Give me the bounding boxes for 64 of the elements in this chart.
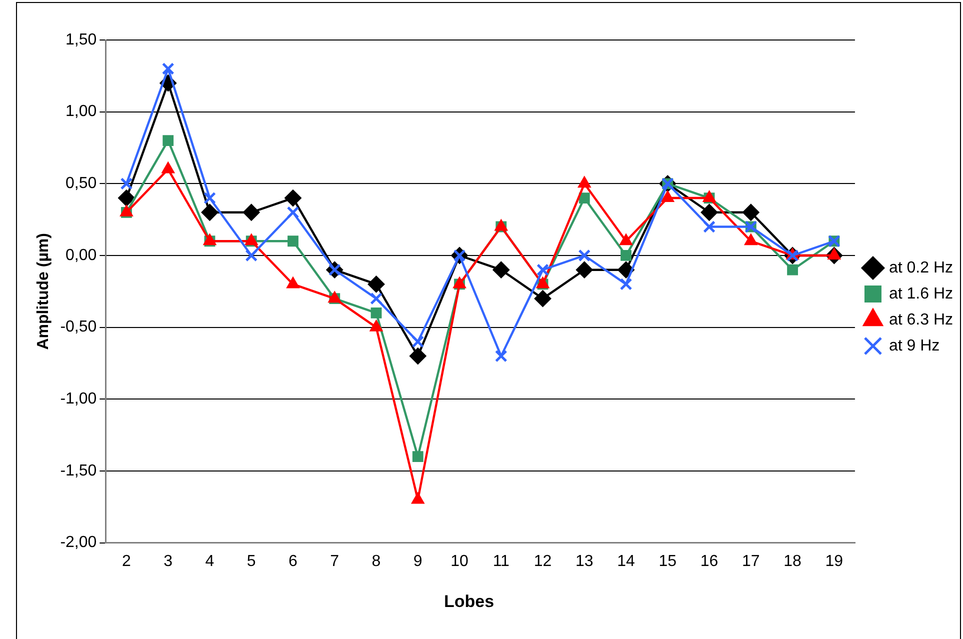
point xyxy=(578,249,591,262)
y-tick-label: 1,50 xyxy=(66,31,97,48)
point xyxy=(534,290,552,308)
point xyxy=(494,350,508,362)
point xyxy=(703,220,716,233)
y-tick-label: -1,50 xyxy=(60,462,97,480)
x-tick-label: 11 xyxy=(492,552,510,570)
point xyxy=(661,190,674,202)
y-tick-label: 1,00 xyxy=(66,103,97,120)
legend-label: at 1.6 Hz xyxy=(888,285,953,302)
point xyxy=(700,204,718,221)
x-tick-label: 12 xyxy=(534,552,552,570)
x-tick-label: 16 xyxy=(700,552,718,570)
point xyxy=(576,261,593,278)
x-tick-label: 9 xyxy=(413,552,422,570)
y-tick-label: -0,50 xyxy=(60,318,97,336)
point xyxy=(412,451,424,462)
point xyxy=(578,192,590,204)
y-tick-label: 0,00 xyxy=(66,246,97,264)
point xyxy=(242,204,260,221)
x-tick-label: 17 xyxy=(742,552,760,570)
point xyxy=(284,190,302,207)
x-tick-label: 10 xyxy=(450,552,469,570)
y-tick-label: 0,50 xyxy=(66,175,97,192)
point xyxy=(742,204,760,221)
x-tick-label: 4 xyxy=(205,552,214,570)
x-tick-label: 7 xyxy=(330,552,340,570)
legend-label: at 6.3 Hz xyxy=(888,311,953,328)
point xyxy=(245,249,258,262)
point xyxy=(620,250,632,261)
point xyxy=(536,264,549,276)
x-tick-label: 15 xyxy=(658,552,677,570)
point xyxy=(370,292,382,305)
x-axis-title: Lobes xyxy=(442,592,496,612)
point xyxy=(412,335,424,348)
point xyxy=(492,261,510,278)
x-tick-label: 8 xyxy=(372,552,381,570)
x-tick-label: 13 xyxy=(575,552,594,570)
point xyxy=(201,204,218,221)
point xyxy=(368,276,385,293)
point xyxy=(409,348,426,365)
x-tick-label: 6 xyxy=(288,552,298,570)
point xyxy=(118,190,135,207)
y-axis-title: Amplitude (µm) xyxy=(35,233,52,350)
point xyxy=(370,308,382,318)
point xyxy=(162,62,174,75)
point xyxy=(288,236,298,247)
x-tick-label: 18 xyxy=(784,552,802,570)
point xyxy=(620,278,632,290)
point xyxy=(162,135,174,146)
point xyxy=(787,264,798,276)
x-tick-label: 14 xyxy=(617,552,636,570)
y-tick-label: -2,00 xyxy=(60,534,97,552)
x-tick-label: 5 xyxy=(246,552,256,570)
legend-label: at 0.2 Hz xyxy=(888,259,953,276)
point xyxy=(286,206,300,219)
point xyxy=(120,177,133,190)
x-tick-label: 3 xyxy=(164,552,173,570)
legend-label: at 9 Hz xyxy=(888,337,940,354)
point xyxy=(618,261,635,278)
x-tick-label: 19 xyxy=(825,552,844,570)
point xyxy=(204,192,216,204)
x-tick-label: 2 xyxy=(122,552,132,570)
y-tick-label: -1,00 xyxy=(60,390,97,408)
